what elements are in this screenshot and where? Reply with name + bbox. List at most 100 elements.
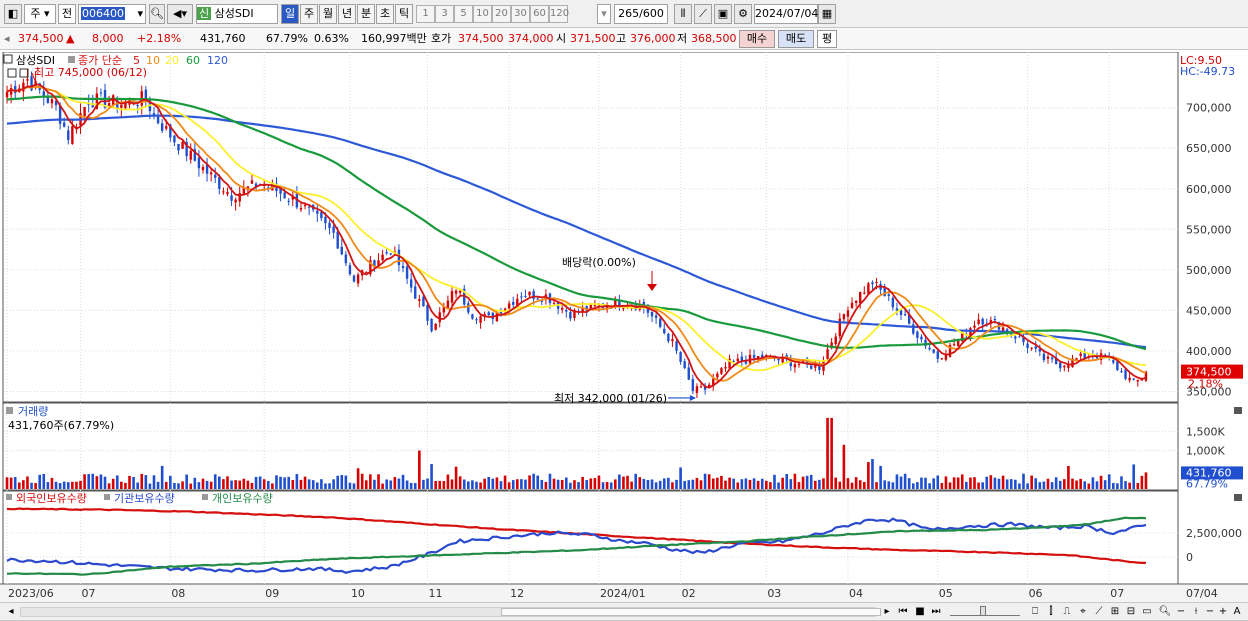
candle-body	[234, 199, 237, 203]
period-tab[interactable]: 틱	[395, 4, 413, 24]
candle-type-icon[interactable]: ⫴	[674, 4, 692, 24]
period-tab[interactable]: 일	[281, 4, 299, 24]
interval-tab[interactable]: 10	[473, 5, 492, 23]
candle-body	[703, 385, 707, 390]
period-tab[interactable]: 월	[319, 4, 337, 24]
zoom-icon[interactable]: 🔍︎	[1158, 606, 1172, 617]
auto-fit-icon[interactable]: A	[1233, 606, 1241, 617]
scope-button[interactable]: 전	[58, 4, 76, 24]
candle-body	[679, 352, 682, 362]
layout-icon[interactable]: ▭	[1142, 606, 1152, 617]
interval-tab[interactable]: 30	[511, 5, 530, 23]
volume-bar	[862, 482, 866, 489]
fast-forward-icon[interactable]: ⏭	[931, 606, 941, 617]
chart-area[interactable]: 700,000 650,000 600,000 550,000 500,000 450,0…	[0, 51, 1248, 602]
stock-code-input[interactable]: 006400 ▾	[78, 4, 146, 24]
candle-body	[373, 260, 376, 268]
candle-body	[336, 231, 339, 249]
low-annotation: 최저 342,000 (01/26)	[554, 392, 667, 405]
x-tick-label: 05	[939, 587, 953, 600]
volume-bar	[446, 474, 450, 489]
volume-bar	[650, 479, 654, 489]
buy-button[interactable]: 매수	[739, 30, 775, 48]
interval-tab[interactable]: 120	[549, 5, 569, 23]
volume-bar	[185, 474, 188, 489]
volume-bar	[226, 476, 229, 489]
volume-bar	[1005, 479, 1009, 489]
line-tool-icon[interactable]: ⟋	[1095, 606, 1103, 617]
interval-tab[interactable]: 3	[435, 5, 454, 23]
count-field[interactable]: 265/600	[614, 4, 668, 24]
eval-button[interactable]: 평	[817, 30, 837, 48]
stock-name: 삼성SDI	[214, 7, 254, 20]
volume-bar	[487, 476, 491, 489]
period-tab[interactable]: 주	[300, 4, 318, 24]
window-menu-icon[interactable]: ◧	[4, 4, 22, 24]
calendar-icon[interactable]: ▦	[818, 4, 836, 24]
candle-body	[471, 314, 474, 319]
period-tab[interactable]: 년	[338, 4, 356, 24]
scroll-right-icon[interactable]: ▸	[884, 606, 890, 617]
change-amount: 8,000	[92, 32, 124, 45]
volume-bar	[728, 477, 731, 489]
sell-button[interactable]: 매도	[778, 30, 814, 48]
interval-tab[interactable]: 20	[492, 5, 511, 23]
volume-bar	[528, 475, 531, 489]
candle-body	[434, 323, 437, 330]
stock-chart-svg[interactable]: 700,000 650,000 600,000 550,000 500,000 450,0…	[0, 51, 1248, 602]
candle-body	[1095, 356, 1099, 359]
collapse-icon[interactable]: ◂	[4, 32, 10, 45]
date-field[interactable]: 2024/07/04	[754, 4, 818, 24]
change-arrow: ▲	[66, 32, 75, 45]
volume-bar	[520, 479, 523, 489]
text-tool-icon[interactable]: ⊞	[1110, 606, 1120, 617]
period-tab[interactable]: 분	[357, 4, 375, 24]
speaker-icon[interactable]: ◀▾	[167, 4, 193, 24]
volume-bar	[1120, 476, 1123, 489]
rewind-icon[interactable]: ⏮	[898, 606, 908, 617]
candle-body	[1124, 369, 1127, 379]
candle-body	[1071, 358, 1074, 368]
horizontal-scrollbar[interactable]	[20, 607, 881, 617]
gear-icon[interactable]: ⚙	[734, 4, 752, 24]
volume-bar	[197, 482, 201, 489]
search-icon[interactable]: 🔍︎	[149, 4, 165, 24]
save-icon[interactable]: ▣	[714, 4, 732, 24]
zoom-slider-handle[interactable]	[980, 606, 986, 616]
market-type-select[interactable]: 주 ▾	[24, 4, 56, 24]
scrollbar-thumb[interactable]	[501, 608, 881, 616]
stock-name-field[interactable]: 신 삼성SDI	[196, 4, 278, 24]
volume-bar	[279, 476, 282, 489]
candle-body	[1128, 377, 1131, 381]
volume-bar	[156, 481, 160, 489]
candle-view-icon[interactable]: ⎕	[1032, 606, 1038, 617]
volume-bar	[1063, 479, 1066, 489]
candle-body	[875, 281, 878, 283]
minus-icon[interactable]: −	[1176, 606, 1186, 617]
volume-bar	[54, 481, 58, 489]
crosshair-icon[interactable]: ⌖	[1080, 606, 1086, 617]
interval-tab[interactable]: 5	[454, 5, 473, 23]
stop-icon[interactable]: ■	[915, 606, 925, 617]
candle-body	[728, 358, 731, 369]
grid-tool-icon[interactable]: ⊟	[1126, 606, 1136, 617]
draw-tool-icon[interactable]: ⟋	[694, 4, 712, 24]
low-label: 저	[677, 32, 688, 45]
candle-body	[1042, 353, 1046, 361]
candle-body	[422, 296, 425, 307]
pan-icon[interactable]: ⟊	[1194, 606, 1198, 617]
interval-dropdown-icon[interactable]: ▾	[597, 4, 611, 24]
volume-bar	[646, 479, 650, 489]
zoom-in-icon[interactable]: +	[1218, 606, 1228, 617]
bar-view-icon[interactable]: ⫿	[1049, 606, 1053, 617]
zoom-out-icon[interactable]: −	[1205, 606, 1215, 617]
interval-tab[interactable]: 1	[416, 5, 435, 23]
chevron-down-icon[interactable]: ▾	[137, 7, 143, 20]
chart-view-icon[interactable]: ⎍	[1063, 606, 1071, 617]
volume-bar	[275, 475, 278, 489]
scroll-left-icon[interactable]: ◂	[8, 606, 14, 617]
candle-body	[450, 291, 454, 303]
zoom-slider[interactable]	[950, 606, 1020, 616]
period-tab[interactable]: 초	[376, 4, 394, 24]
interval-tab[interactable]: 60	[530, 5, 549, 23]
